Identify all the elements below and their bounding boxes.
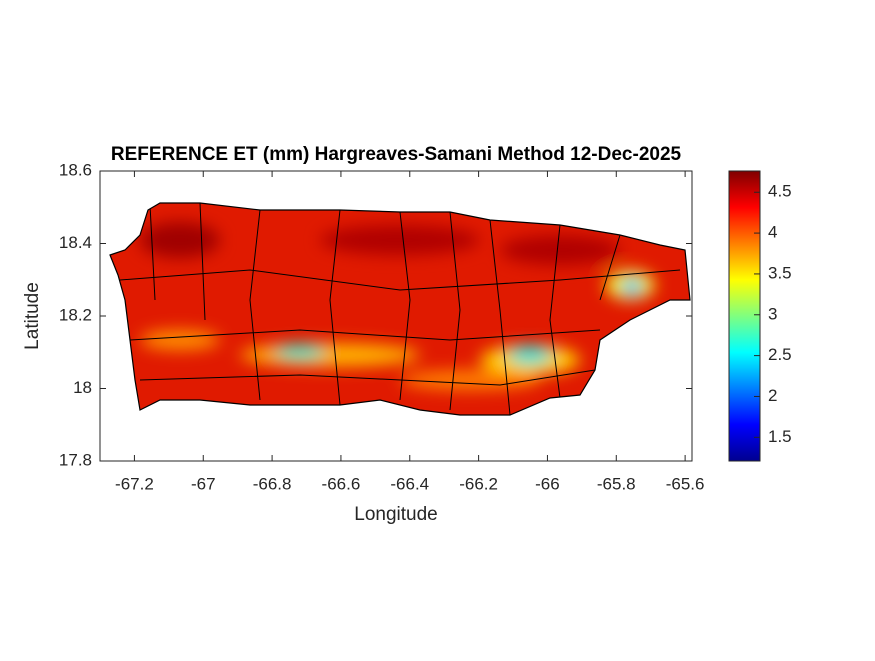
- x-tick-label: -66.4: [390, 474, 429, 493]
- x-tick-label: -66.2: [459, 474, 498, 493]
- island-field: [110, 203, 690, 415]
- x-tick-label: -65.6: [666, 474, 705, 493]
- y-tick-label: 17.8: [59, 450, 92, 469]
- x-tick-label: -67.2: [115, 474, 154, 493]
- y-tick-label: 18.4: [59, 233, 92, 252]
- y-tick-label: 18.6: [59, 160, 92, 179]
- x-tick-label: -67: [191, 474, 216, 493]
- x-tick-label: -66: [535, 474, 560, 493]
- colorbar-tick-label: 2.5: [768, 345, 792, 364]
- colorbar-tick-label: 2: [768, 386, 777, 405]
- colorbar-tick-label: 3.5: [768, 263, 792, 282]
- colorbar-tick-label: 4.5: [768, 182, 792, 201]
- y-tick-label: 18: [73, 378, 92, 397]
- colorbar-tick-label: 3: [768, 304, 777, 323]
- chart-title: REFERENCE ET (mm) Hargreaves-Samani Meth…: [111, 144, 682, 165]
- coastline: [109, 202, 691, 416]
- colorbar-tick-label: 1.5: [768, 427, 792, 446]
- colorbar-tick-label: 4: [768, 223, 777, 242]
- x-tick-label: -66.6: [322, 474, 361, 493]
- x-axis-label: Longitude: [354, 504, 437, 525]
- y-tick-label: 18.2: [59, 305, 92, 324]
- x-tick-label: -66.8: [253, 474, 292, 493]
- x-tick-label: -65.8: [597, 474, 636, 493]
- y-axis-label: Latitude: [22, 282, 43, 350]
- colorbar: [728, 170, 761, 462]
